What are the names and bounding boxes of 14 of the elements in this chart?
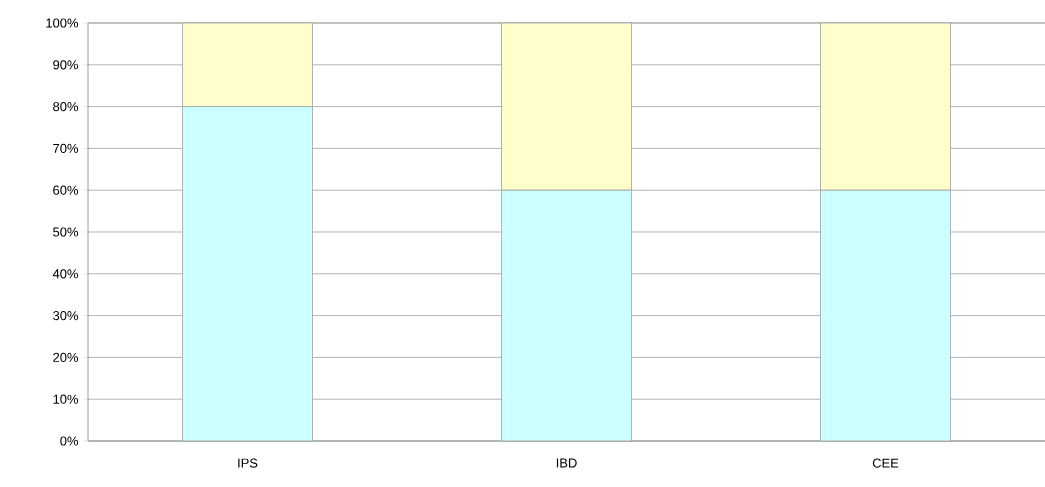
y-tick-label: 40% [52, 269, 79, 279]
y-tick-label: 70% [53, 143, 79, 153]
y-tick-label: 100% [46, 18, 79, 28]
y-tick-label: 50% [53, 227, 79, 237]
y-tick-label: 60% [53, 185, 79, 195]
y-tick-label: 90% [53, 60, 79, 70]
y-tick-label: 10% [53, 394, 79, 404]
y-tick-label: 80% [53, 102, 79, 112]
y-tick-label: 30% [53, 311, 79, 321]
x-tick-label: IBD [556, 458, 577, 468]
y-tick-label: 20% [53, 352, 79, 362]
x-tick-label: CEE [872, 458, 899, 468]
y-tick-label: 0% [60, 436, 79, 446]
x-tick-label: IPS [238, 458, 258, 468]
